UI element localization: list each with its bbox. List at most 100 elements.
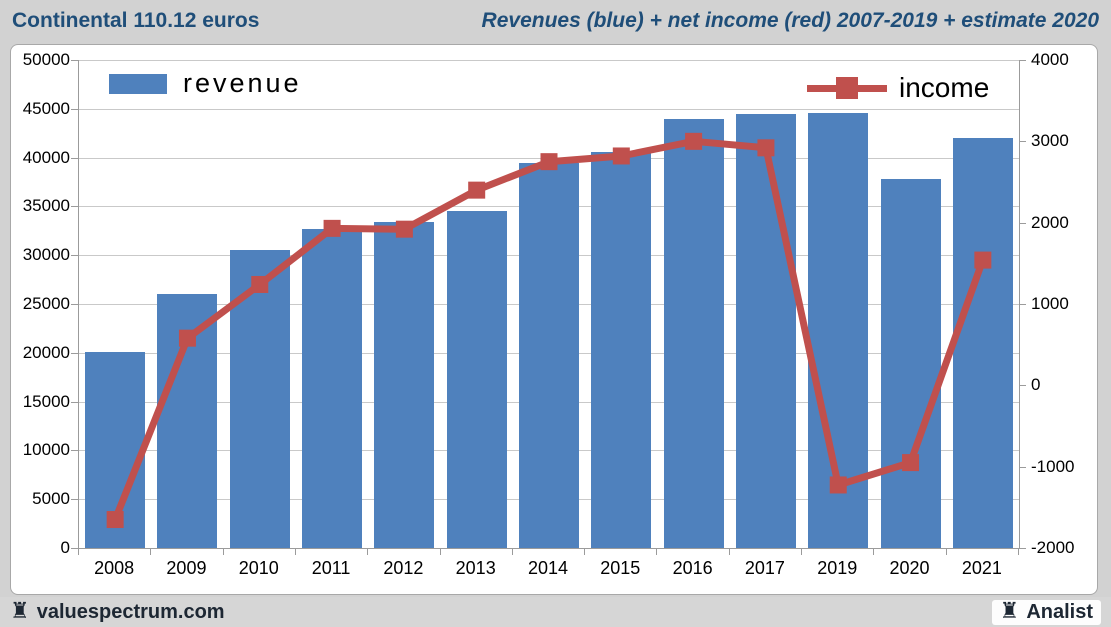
year-label: 2016 (672, 558, 713, 578)
income-marker (178, 329, 196, 347)
x-axis-tick (656, 549, 658, 555)
left-axis-label: 5000 (32, 489, 70, 509)
income-marker-swatch (836, 77, 858, 99)
x-axis-tick (873, 549, 875, 555)
year-label: 2015 (600, 558, 641, 578)
x-axis-tick (367, 549, 369, 555)
year-label: 2019 (817, 558, 858, 578)
left-axis-label: 0 (60, 538, 70, 557)
revenue-bar (302, 228, 363, 548)
income-marker (757, 139, 775, 157)
revenue-bar (374, 222, 435, 548)
right-axis-tick (1019, 141, 1026, 143)
revenue-bar (880, 179, 941, 548)
legend-revenue: revenue (109, 68, 302, 99)
left-axis-label: 40000 (22, 147, 70, 167)
gridline (79, 60, 1019, 61)
income-marker (395, 220, 413, 238)
year-label: 2008 (94, 558, 135, 578)
right-axis-tick (1019, 385, 1026, 387)
income-marker (251, 275, 269, 293)
legend-income: income (807, 72, 989, 104)
right-axis-label: 2000 (1031, 212, 1069, 232)
income-marker (468, 181, 486, 199)
revenue-swatch-icon (109, 73, 167, 94)
income-line-layer (106, 132, 992, 529)
left-axis-label: 10000 (22, 440, 70, 460)
year-label: 2012 (383, 558, 424, 578)
year-label: 2021 (961, 558, 1002, 578)
income-marker (829, 476, 847, 494)
income-line-marker-icon (807, 75, 887, 101)
year-label: 2017 (744, 558, 785, 578)
brand-left: ♜ valuespectrum.com (10, 601, 225, 624)
revenue-bar (735, 113, 796, 548)
left-axis-tick (71, 401, 78, 403)
right-axis-tick (1019, 548, 1026, 549)
brand-left-label: valuespectrum.com (36, 600, 225, 623)
left-axis-label: 20000 (22, 342, 70, 362)
right-axis-label: 1000 (1031, 294, 1069, 313)
rook-icon: ♜ (10, 599, 30, 624)
revenue-bar (663, 118, 724, 548)
rook-icon: ♜ (999, 599, 1020, 624)
brand-right-label: Analist (1026, 600, 1093, 623)
left-axis-label: 50000 (22, 50, 70, 69)
gridline (79, 108, 1019, 110)
right-axis-tick (1019, 466, 1026, 468)
right-axis-label: 4000 (1031, 50, 1069, 69)
right-axis-label: 0 (1031, 375, 1041, 395)
revenue-bar (952, 138, 1013, 548)
income-marker (540, 153, 558, 171)
left-axis-label: 45000 (22, 98, 70, 118)
x-axis-tick (945, 549, 947, 555)
revenue-bar (591, 151, 652, 548)
title-bar: Continental 110.12 euros Revenues (blue)… (0, 0, 1111, 42)
income-marker (685, 132, 703, 150)
x-axis-tick (222, 549, 224, 555)
year-label: 2009 (166, 558, 207, 578)
x-axis-tick (728, 549, 730, 555)
instrument-title: Continental 110.12 euros (12, 9, 260, 32)
right-axis-label: 3000 (1031, 131, 1069, 151)
left-axis-tick (71, 450, 78, 452)
left-axis-tick (71, 304, 78, 305)
x-axis-tick (1018, 549, 1019, 555)
right-axis-label: -1000 (1031, 456, 1075, 476)
income-marker (323, 219, 341, 237)
income-line (111, 137, 987, 521)
year-label: 2020 (889, 558, 930, 578)
revenue-bar (519, 163, 579, 548)
left-axis-tick (71, 108, 78, 110)
x-axis-tick (801, 549, 803, 555)
legend-revenue-label: revenue (183, 68, 302, 98)
income-marker (974, 251, 992, 269)
year-label: 2013 (455, 558, 496, 578)
left-axis-tick (71, 60, 78, 61)
left-axis-tick (71, 548, 78, 549)
income-marker (902, 454, 920, 472)
year-label: 2010 (238, 558, 279, 578)
x-axis-tick (584, 549, 586, 555)
x-axis-tick (150, 549, 152, 555)
left-axis-tick (71, 499, 78, 501)
right-axis-tick (1019, 60, 1026, 61)
left-axis-tick (71, 206, 78, 208)
right-axis-label: -2000 (1031, 538, 1075, 557)
left-axis-label: 25000 (22, 294, 70, 313)
left-axis-label: 30000 (22, 245, 70, 265)
year-label: 2011 (311, 558, 351, 578)
left-axis-tick (71, 352, 78, 354)
revenue-bar (446, 211, 507, 548)
legend-income-label: income (899, 72, 990, 103)
left-axis-tick (71, 157, 78, 159)
x-axis-tick (78, 549, 79, 555)
right-axis-tick (1019, 304, 1026, 305)
income-marker (612, 147, 630, 165)
left-axis-label: 15000 (22, 391, 70, 411)
left-axis-tick (71, 255, 78, 257)
x-axis-tick (511, 549, 513, 555)
x-axis-tick (294, 549, 296, 555)
brand-right: ♜ Analist (991, 599, 1101, 625)
